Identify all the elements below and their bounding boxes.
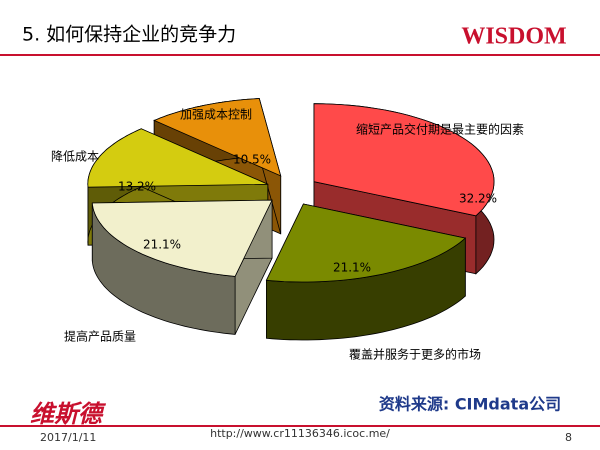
category-label: 降低成本 [51, 150, 99, 164]
pie-chart: 32.2% 缩短产品交付期是最主要的因素 21.1% 覆盖并服务于更多的市场 21.1%… [51, 98, 524, 362]
footer-date: 2017/1/11 [40, 431, 96, 444]
value-label: 13.2% [118, 180, 156, 194]
category-label: 覆盖并服务于更多的市场 [349, 347, 481, 362]
footer-url: http://www.cr11136346.icoc.me/ [210, 427, 390, 440]
slice [153, 98, 282, 177]
slice [313, 103, 495, 217]
slide-title: 5. 如何保持企业的竞争力 [22, 24, 236, 46]
value-label: 21.1% [143, 238, 181, 252]
brand: 维斯德 [30, 400, 107, 428]
category-label: 提高产品质量 [64, 329, 136, 344]
slice [87, 128, 268, 188]
source-note: 资料来源: CIMdata公司 [379, 395, 561, 414]
category-label: 缩短产品交付期是最主要的因素 [356, 122, 524, 137]
page-number: 8 [565, 431, 572, 444]
slice [91, 199, 273, 277]
category-label: 加强成本控制 [180, 108, 252, 122]
value-label: 10.5% [233, 153, 271, 167]
slice [265, 203, 467, 283]
value-label: 21.1% [333, 261, 371, 275]
logo: WISDOM [461, 24, 566, 50]
value-label: 32.2% [459, 192, 497, 206]
